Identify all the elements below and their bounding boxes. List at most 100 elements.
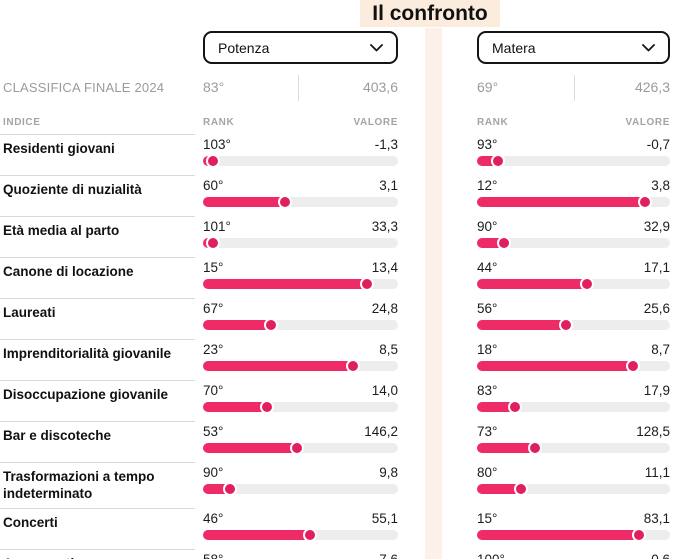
- rank-value: 70°: [203, 383, 224, 398]
- bar-fill: [203, 277, 374, 291]
- metric-right: 80° 11,1: [472, 456, 676, 496]
- final-rank-left: 83°: [203, 79, 225, 95]
- metric-value: 0,6: [651, 552, 670, 559]
- row-label: Laureati: [0, 298, 195, 333]
- bar-dot: [558, 318, 573, 332]
- metric-value: 8,5: [379, 342, 398, 357]
- final-value-left: 403,6: [362, 79, 398, 95]
- bar-dot: [579, 277, 594, 291]
- metric-value: 3,1: [379, 178, 398, 193]
- bar-fill: [477, 277, 594, 291]
- bar-fill: [203, 154, 220, 168]
- bar-track: [477, 400, 670, 414]
- gap-cell: [400, 502, 472, 503]
- bar-fill: [203, 318, 279, 332]
- right-column-headers: RANK VALORE: [472, 105, 676, 128]
- rank-value: 103°: [203, 137, 231, 152]
- rank-value: 12°: [477, 178, 498, 193]
- bar-fill: [477, 482, 529, 496]
- chevron-down-icon: [642, 43, 655, 51]
- metric-left: 15° 13,4: [195, 251, 400, 291]
- metric-numbers: 60° 3,1: [203, 178, 398, 193]
- bar-track: [477, 195, 670, 209]
- bar-dot: [508, 400, 523, 414]
- metric-value: 9,8: [379, 465, 398, 480]
- bar-fill: [477, 154, 506, 168]
- metric-left: 101° 33,3: [195, 210, 400, 250]
- row-label: Disoccupazione giovanile: [0, 380, 195, 415]
- gap-cell: [400, 169, 472, 170]
- metric-value: 128,5: [636, 424, 670, 439]
- bar-dot: [637, 195, 652, 209]
- bar-dot: [260, 400, 275, 414]
- metric-numbers: 70° 14,0: [203, 383, 398, 398]
- bar-fill: [203, 528, 318, 542]
- row-label: Trasformazioni a tempo indeterminato: [0, 462, 195, 502]
- gap-cell: [400, 251, 472, 252]
- metric-numbers: 44° 17,1: [477, 260, 670, 275]
- metric-numbers: 83° 17,9: [477, 383, 670, 398]
- gap-cell: [400, 456, 472, 457]
- metric-left: 70° 14,0: [195, 374, 400, 414]
- rank-value: 101°: [203, 219, 231, 234]
- metric-numbers: 15° 83,1: [477, 511, 670, 526]
- bar-fill: [203, 236, 220, 250]
- rank-header: RANK: [477, 117, 509, 128]
- metric-value: 55,1: [371, 511, 398, 526]
- gap-cell: [400, 105, 472, 106]
- bar-fill: [477, 528, 646, 542]
- metric-value: 11,1: [644, 465, 670, 480]
- final-stat-right: 69° 426,3: [472, 75, 676, 105]
- metric-value: 17,9: [643, 383, 670, 398]
- row-label: Residenti giovani: [0, 134, 195, 169]
- bar-track: [477, 528, 670, 542]
- left-column-headers: RANK VALORE: [195, 105, 400, 128]
- metric-value: -1,3: [374, 137, 398, 152]
- rank-value: 15°: [477, 511, 498, 526]
- metric-numbers: 67° 24,8: [203, 301, 398, 316]
- metric-right: 73° 128,5: [472, 415, 676, 455]
- metric-value: 8,7: [651, 342, 670, 357]
- bar-track: [477, 277, 670, 291]
- metric-value: -0,7: [646, 137, 670, 152]
- metric-value: 33,3: [371, 219, 398, 234]
- metric-left: 103° -1,3: [195, 128, 400, 168]
- rank-value: 53°: [203, 424, 224, 439]
- metric-numbers: 103° -1,3: [203, 137, 398, 152]
- gap-cell: [400, 415, 472, 416]
- bar-fill: [477, 400, 523, 414]
- rank-value: 23°: [203, 342, 224, 357]
- city-select-left[interactable]: Potenza: [203, 31, 398, 64]
- bar-track: [203, 195, 398, 209]
- metric-numbers: 18° 8,7: [477, 342, 670, 357]
- bar-dot: [514, 482, 529, 496]
- bar-dot: [359, 277, 374, 291]
- row-label: Età media al parto: [0, 216, 195, 251]
- metric-numbers: 58° 7,6: [203, 552, 398, 559]
- rank-value: 67°: [203, 301, 224, 316]
- gap-cell: [400, 210, 472, 211]
- rank-value: 15°: [203, 260, 224, 275]
- metric-right: 93° -0,7: [472, 128, 676, 168]
- metric-numbers: 56° 25,6: [477, 301, 670, 316]
- metric-value: 83,1: [643, 511, 670, 526]
- bar-fill: [477, 359, 641, 373]
- row-label: Bar e discoteche: [0, 421, 195, 456]
- metric-value: 32,9: [643, 219, 670, 234]
- metric-right: 83° 17,9: [472, 374, 676, 414]
- gap-cell: [400, 333, 472, 334]
- rank-value: 58°: [203, 552, 223, 559]
- bar-fill: [477, 236, 511, 250]
- gap-cell: [400, 543, 472, 544]
- metric-left: 90° 9,8: [195, 456, 400, 496]
- metric-numbers: 23° 8,5: [203, 342, 398, 357]
- city-select-left-value: Potenza: [218, 39, 270, 56]
- city-select-right[interactable]: Matera: [477, 31, 670, 64]
- rank-value: 90°: [477, 219, 498, 234]
- value-header: VALORE: [625, 117, 670, 128]
- bar-dot: [496, 236, 511, 250]
- bar-track: [477, 482, 670, 496]
- metric-numbers: 101° 33,3: [203, 219, 398, 234]
- metric-left: 58° 7,6: [195, 543, 400, 559]
